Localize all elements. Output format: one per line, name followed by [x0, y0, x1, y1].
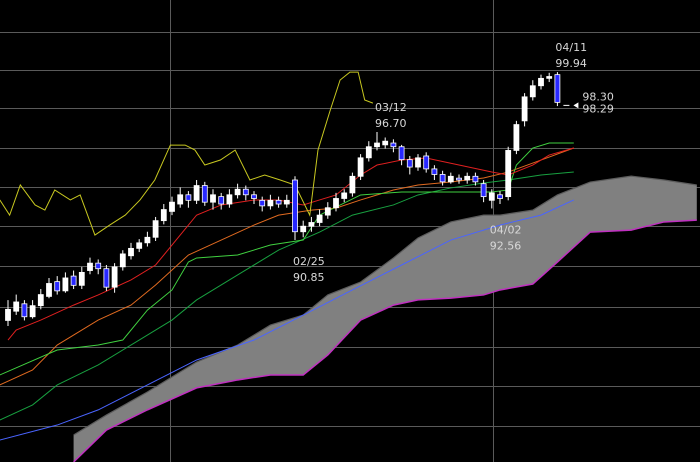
- candle-body: [13, 301, 20, 312]
- candle-body: [406, 159, 413, 168]
- candle-body: [365, 146, 372, 159]
- candle-body: [456, 177, 462, 181]
- candle-layer: [5, 72, 561, 326]
- candle-body: [431, 168, 438, 175]
- candle-body: [292, 179, 298, 233]
- price-tag: 98.29: [582, 102, 614, 115]
- marker-price: 92.56: [490, 239, 522, 252]
- candle-body: [169, 201, 175, 212]
- marker-date: 04/02: [490, 223, 522, 236]
- candle-body: [201, 185, 208, 203]
- indicator-line: [0, 71, 374, 236]
- candle-body: [505, 150, 512, 198]
- candle-body: [308, 222, 315, 227]
- marker-price: 96.70: [375, 117, 407, 130]
- candle-body: [226, 194, 233, 205]
- candle-body: [46, 283, 52, 297]
- candle-body: [177, 194, 184, 205]
- marker-price: 90.85: [293, 271, 325, 284]
- candle-body: [62, 277, 69, 292]
- candle-body: [144, 236, 151, 244]
- candle-body: [464, 175, 471, 181]
- candle-body: [37, 294, 44, 307]
- indicator-line: [0, 142, 574, 376]
- candle-body: [242, 188, 249, 196]
- candle-body: [488, 192, 495, 201]
- candle-body: [497, 194, 503, 199]
- candle-body: [267, 199, 274, 207]
- candle-body: [70, 275, 77, 286]
- candle-body: [128, 247, 134, 257]
- candle-body: [160, 209, 167, 222]
- marker-date: 02/25: [293, 255, 325, 268]
- cloud-layer: [73, 175, 697, 462]
- candle-body: [210, 194, 216, 203]
- candle-body: [5, 308, 11, 321]
- indicator-line: [0, 199, 575, 441]
- indicator-line: [7, 147, 574, 341]
- candle-body: [374, 142, 380, 148]
- candle-body: [333, 198, 339, 209]
- candle-body: [554, 74, 561, 103]
- candle-body: [54, 281, 61, 292]
- candle-body: [529, 85, 536, 98]
- candle-body: [193, 185, 200, 201]
- candle-body: [398, 146, 405, 161]
- candle-body: [251, 194, 257, 199]
- candle-body: [29, 305, 36, 318]
- candle-body: [447, 175, 454, 183]
- candle-body: [472, 175, 479, 183]
- candle-body: [341, 192, 348, 199]
- cloud-span-a: [73, 175, 697, 436]
- candle-body: [119, 253, 126, 268]
- candle-body: [439, 174, 446, 183]
- marker-date: 04/11: [555, 41, 587, 54]
- candle-body: [415, 157, 421, 168]
- candle-body: [275, 199, 282, 205]
- label-layer: 02/25 90.85 03/12 96.70 04/02 92.56 04/11 99.94…: [293, 41, 614, 284]
- candle-body: [480, 183, 487, 198]
- candle-body: [111, 266, 118, 288]
- candle-body: [78, 271, 85, 286]
- candle-body: [95, 262, 102, 270]
- candle-body: [538, 77, 544, 87]
- candle-body: [521, 96, 528, 122]
- candle-body: [21, 303, 28, 318]
- marker-price: 99.94: [555, 57, 587, 70]
- candle-body: [423, 155, 430, 170]
- candle-body: [185, 194, 192, 201]
- candle-body: [234, 188, 241, 196]
- candle-body: [152, 220, 159, 238]
- candle-body: [349, 175, 356, 194]
- candle-body: [218, 196, 225, 205]
- candle-body: [357, 157, 364, 177]
- cloud-fill: [73, 176, 697, 462]
- candle-body: [283, 199, 290, 205]
- cloud-span-b: [73, 219, 697, 462]
- last-price-arrow: [573, 102, 579, 109]
- candle-body: [136, 242, 143, 249]
- candle-body: [316, 214, 323, 223]
- candle-body: [513, 124, 520, 151]
- candle-body: [390, 142, 397, 148]
- candle-body: [87, 262, 93, 271]
- price-tag: 98.30: [582, 90, 614, 103]
- marker-date: 03/12: [375, 101, 407, 114]
- candle-body: [382, 140, 389, 146]
- candle-body: [324, 207, 331, 216]
- candle-body: [103, 268, 110, 288]
- candle-body: [259, 199, 266, 207]
- candle-body: [300, 225, 307, 233]
- candle-body: [546, 76, 553, 79]
